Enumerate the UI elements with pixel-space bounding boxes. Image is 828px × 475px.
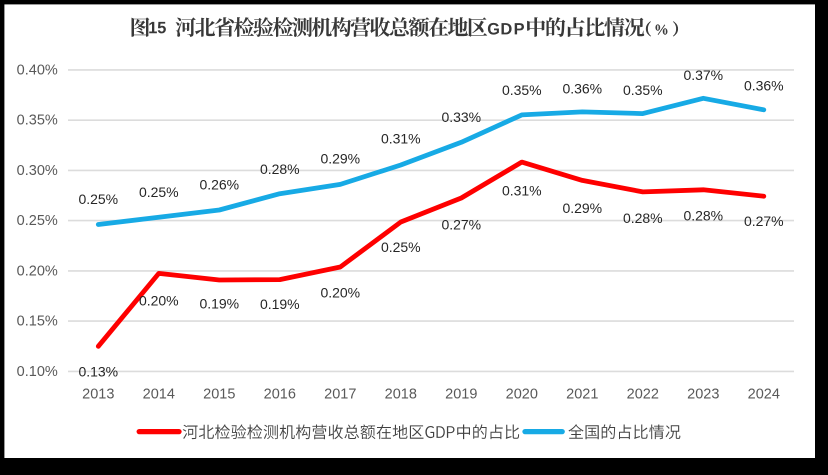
svg-text:0.20%: 0.20%	[17, 263, 58, 279]
svg-text:2023: 2023	[687, 386, 719, 402]
svg-text:0.15%: 0.15%	[17, 314, 58, 330]
svg-text:0.29%: 0.29%	[320, 150, 360, 166]
svg-text:0.25%: 0.25%	[78, 191, 118, 207]
svg-text:0.36%: 0.36%	[744, 78, 784, 94]
svg-text:2024: 2024	[748, 386, 780, 402]
svg-text:0.28%: 0.28%	[683, 207, 723, 223]
svg-text:2014: 2014	[143, 386, 175, 402]
svg-text:0.26%: 0.26%	[199, 177, 239, 193]
svg-text:2016: 2016	[264, 386, 296, 402]
svg-text:2015: 2015	[203, 386, 235, 402]
svg-text:0.31%: 0.31%	[381, 131, 421, 147]
svg-text:0.35%: 0.35%	[623, 82, 663, 98]
svg-text:0.10%: 0.10%	[17, 364, 58, 380]
svg-text:2020: 2020	[506, 386, 538, 402]
svg-text:0.19%: 0.19%	[199, 296, 239, 312]
svg-text:0.33%: 0.33%	[441, 109, 481, 125]
svg-text:2018: 2018	[385, 386, 417, 402]
svg-text:0.36%: 0.36%	[562, 81, 602, 97]
svg-text:0.20%: 0.20%	[139, 293, 179, 309]
svg-text:0.19%: 0.19%	[260, 296, 300, 312]
svg-text:0.28%: 0.28%	[623, 210, 663, 226]
svg-text:0.35%: 0.35%	[502, 82, 542, 98]
svg-text:0.29%: 0.29%	[562, 200, 602, 216]
svg-text:0.31%: 0.31%	[502, 183, 542, 199]
svg-text:0.30%: 0.30%	[17, 163, 58, 179]
svg-text:0.27%: 0.27%	[441, 216, 481, 232]
svg-text:2013: 2013	[82, 386, 114, 402]
svg-text:2022: 2022	[627, 386, 659, 402]
svg-text:0.20%: 0.20%	[320, 284, 360, 300]
svg-text:2019: 2019	[445, 386, 477, 402]
svg-text:0.35%: 0.35%	[17, 113, 58, 129]
svg-text:0.25%: 0.25%	[139, 184, 179, 200]
svg-text:0.13%: 0.13%	[78, 363, 118, 379]
svg-text:0.28%: 0.28%	[260, 161, 300, 177]
svg-text:0.37%: 0.37%	[683, 67, 723, 83]
svg-text:0.25%: 0.25%	[17, 213, 58, 229]
svg-text:0.27%: 0.27%	[744, 213, 784, 229]
svg-text:0.25%: 0.25%	[381, 239, 421, 255]
svg-text:2017: 2017	[324, 386, 356, 402]
svg-text:0.40%: 0.40%	[17, 62, 58, 78]
svg-text:2021: 2021	[566, 386, 598, 402]
